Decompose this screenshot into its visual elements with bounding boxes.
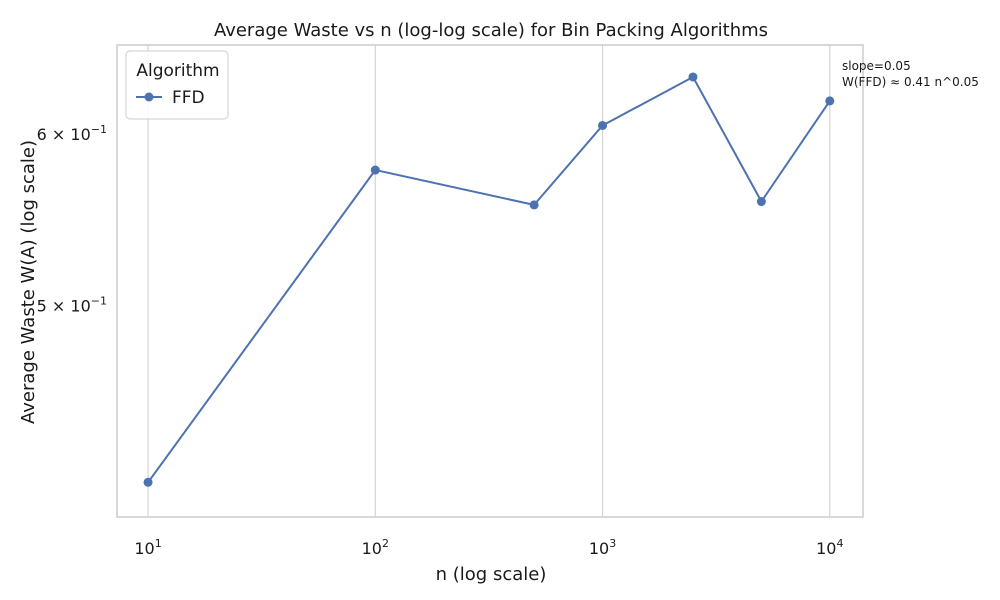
x-tick-label: 104: [816, 537, 843, 558]
data-point-ffd: [756, 197, 766, 207]
plot-frame: [116, 44, 864, 518]
y-tick-label: 5 × 10−1: [37, 295, 107, 316]
data-point-ffd: [529, 200, 539, 210]
series-layer: [143, 72, 835, 487]
tick-labels: 101 102 103 104 5 × 10−1 6 × 10−1: [37, 123, 844, 558]
legend-title: Algorithm: [136, 61, 219, 81]
data-point-ffd: [825, 96, 835, 106]
y-tick-label: 6 × 10−1: [37, 123, 107, 144]
x-tick-label: 101: [134, 537, 161, 558]
legend-label: FFD: [172, 88, 205, 108]
y-axis-label: Average Waste W(A) (log scale): [18, 140, 39, 424]
chart-title: Average Waste vs n (log-log scale) for B…: [214, 20, 768, 41]
annotation-fit: W(FFD) ≈ 0.41 n^0.05: [842, 75, 979, 89]
data-point-ffd: [688, 72, 698, 82]
x-axis-label: n (log scale): [436, 564, 547, 585]
fit-annotation: slope=0.05 W(FFD) ≈ 0.41 n^0.05: [842, 59, 979, 89]
series-line-ffd: [147, 76, 831, 483]
annotation-slope: slope=0.05: [842, 59, 911, 73]
x-tick-label: 103: [589, 537, 616, 558]
data-point-ffd: [598, 120, 608, 130]
legend-swatch-marker: [144, 92, 154, 102]
data-point-ffd: [143, 477, 153, 487]
grid: [147, 45, 831, 517]
legend-box: [125, 50, 229, 120]
legend: Algorithm FFD: [125, 50, 229, 120]
x-tick-label: 102: [362, 537, 389, 558]
data-point-ffd: [370, 165, 380, 175]
